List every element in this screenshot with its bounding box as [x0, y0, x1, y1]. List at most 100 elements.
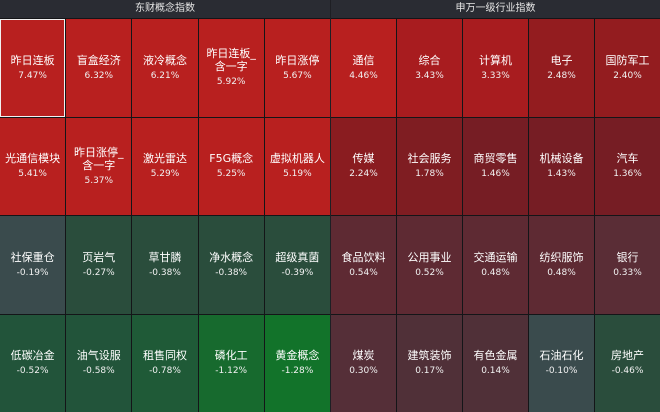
tile-name: 页岩气 [82, 250, 116, 264]
industry-index-panel: 申万一级行业指数 通信 4.46% 综合 3.43% 计算机 3.33% 电子 2.48% 国防… [331, 0, 660, 412]
tile-name: 传媒 [352, 152, 375, 166]
tile-name: 激光雷达 [142, 152, 187, 166]
heatmap-tile[interactable]: 机械设备 1.43% [529, 117, 594, 215]
tile-change-percent: 1.36% [613, 169, 642, 180]
tile-name: 计算机 [479, 53, 512, 67]
tile-change-percent: 5.19% [283, 169, 312, 180]
heatmap-tile[interactable]: 有色金属 0.14% [463, 314, 528, 412]
heatmap-tile[interactable]: 计算机 3.33% [463, 19, 528, 117]
tile-change-percent: 5.41% [18, 169, 47, 180]
heatmap-tile[interactable]: 盲盒经济 6.32% [66, 19, 132, 117]
tile-name: 综合 [418, 53, 441, 67]
heatmap-tile[interactable]: 页岩气 -0.27% [66, 216, 132, 314]
heatmap-tile[interactable]: 油气设服 -0.58% [66, 314, 132, 412]
heatmap-tile[interactable]: 昨日涨停_含一字 5.37% [66, 117, 132, 215]
tile-name: 食品饮料 [341, 250, 386, 264]
tile-change-percent: -0.27% [82, 267, 115, 278]
tile-name: 盲盒经济 [76, 53, 121, 67]
heatmap-tile[interactable]: 社会服务 1.78% [397, 117, 462, 215]
tile-name: 草甘膦 [148, 250, 182, 264]
heatmap-tile[interactable]: 国防军工 2.40% [595, 19, 660, 117]
heatmap-tile[interactable]: 低碳冶金 -0.52% [0, 314, 66, 412]
tile-change-percent: 0.33% [613, 267, 642, 278]
heatmap-tile[interactable]: 综合 3.43% [397, 19, 462, 117]
heatmap-tile[interactable]: 液冷概念 6.21% [132, 19, 198, 117]
heatmap-tile[interactable]: 昨日连板 7.47% [0, 19, 66, 117]
tile-name: 液冷概念 [142, 53, 187, 67]
heatmap-tile[interactable]: 房地产 -0.46% [595, 314, 660, 412]
tile-name: 国防军工 [605, 53, 650, 67]
tile-change-percent: 0.48% [481, 267, 510, 278]
heatmap-tile[interactable]: 纺织服饰 0.48% [529, 216, 594, 314]
heatmap-tile[interactable]: 激光雷达 5.29% [132, 117, 198, 215]
heatmap-tile[interactable]: 食品饮料 0.54% [331, 216, 396, 314]
tile-name: 煤炭 [352, 349, 375, 363]
tile-name: 光通信模块 [5, 152, 61, 166]
tile-name: 商贸零售 [473, 152, 518, 166]
heatmap-tile[interactable]: 租售同权 -0.78% [132, 314, 198, 412]
heatmap-tile[interactable]: 净水概念 -0.38% [198, 216, 264, 314]
heatmap-tile[interactable]: 电子 2.48% [529, 19, 594, 117]
tile-change-percent: 2.48% [547, 70, 576, 81]
tile-name: 昨日连板_含一字 [206, 47, 256, 74]
tile-change-percent: -0.19% [16, 267, 49, 278]
tile-change-percent: -0.38% [149, 267, 181, 278]
heatmap-tile[interactable]: 汽车 1.36% [595, 117, 660, 215]
tile-name: 黄金概念 [275, 349, 320, 363]
tile-name: 低碳冶金 [10, 349, 55, 363]
panel-title: 申万一级行业指数 [331, 0, 660, 19]
heatmap-tile[interactable]: 磷化工 -1.12% [198, 314, 264, 412]
tile-name: 昨日涨停 [275, 53, 320, 67]
heatmap-tile[interactable]: 黄金概念 -1.28% [264, 314, 330, 412]
tile-name: 磷化工 [214, 349, 248, 363]
tile-name: 油气设服 [76, 349, 121, 363]
tile-change-percent: -1.12% [215, 366, 248, 377]
panel-title: 东财概念指数 [0, 0, 330, 19]
heatmap-tile[interactable]: 商贸零售 1.46% [463, 117, 528, 215]
tile-change-percent: -0.52% [16, 366, 49, 377]
tile-change-percent: 0.14% [481, 366, 510, 377]
tile-name: 机械设备 [539, 152, 584, 166]
heatmap-tile[interactable]: 石油石化 -0.10% [529, 314, 594, 412]
tile-name: 房地产 [611, 349, 644, 363]
tile-change-percent: 0.17% [415, 366, 444, 377]
tile-change-percent: 4.46% [349, 70, 378, 81]
tile-change-percent: 3.43% [415, 70, 444, 81]
heatmap-tile[interactable]: 通信 4.46% [331, 19, 396, 117]
tile-name: 虚拟机器人 [269, 152, 325, 166]
heatmap-tile[interactable]: 昨日涨停 5.67% [264, 19, 330, 117]
heatmap-tile[interactable]: 公用事业 0.52% [397, 216, 462, 314]
tile-change-percent: 5.67% [283, 70, 312, 81]
tile-change-percent: -0.39% [281, 267, 314, 278]
tile-change-percent: 5.29% [150, 169, 180, 180]
tile-change-percent: 0.30% [349, 366, 378, 377]
tile-name: 纺织服饰 [539, 250, 584, 264]
concept-index-panel: 东财概念指数 昨日连板 7.47% 盲盒经济 6.32% 液冷概念 6.21% 昨日连板_含… [0, 0, 330, 412]
heatmap-tile[interactable]: 虚拟机器人 5.19% [264, 117, 330, 215]
heatmap-tile[interactable]: 社保重仓 -0.19% [0, 216, 66, 314]
heatmap-tile[interactable]: 光通信模块 5.41% [0, 117, 66, 215]
tile-change-percent: 2.24% [349, 169, 378, 180]
heatmap-tile[interactable]: 传媒 2.24% [331, 117, 396, 215]
tile-name: 交通运输 [473, 250, 518, 264]
tile-change-percent: 6.32% [84, 70, 114, 81]
tile-name: 石油石化 [539, 349, 584, 363]
tile-change-percent: -0.58% [82, 366, 115, 377]
tile-name: 社会服务 [407, 152, 452, 166]
tile-change-percent: 5.92% [216, 77, 246, 88]
heatmap-tile[interactable]: F5G概念 5.25% [198, 117, 264, 215]
industry-index-grid: 通信 4.46% 综合 3.43% 计算机 3.33% 电子 2.48% 国防军工 2.40% 传媒… [331, 19, 660, 412]
heatmap-tile[interactable]: 银行 0.33% [595, 216, 660, 314]
tile-change-percent: -0.78% [149, 366, 181, 377]
heatmap-tile[interactable]: 昨日连板_含一字 5.92% [198, 19, 264, 117]
heatmap-tile[interactable]: 超级真菌 -0.39% [264, 216, 330, 314]
heatmap-tile[interactable]: 交通运输 0.48% [463, 216, 528, 314]
heatmap-tile[interactable]: 煤炭 0.30% [331, 314, 396, 412]
heatmap-tile[interactable]: 草甘膦 -0.38% [132, 216, 198, 314]
heatmap-tile[interactable]: 建筑装饰 0.17% [397, 314, 462, 412]
tile-name: 通信 [352, 53, 375, 67]
tile-change-percent: 0.48% [547, 267, 576, 278]
tile-name: 昨日连板 [10, 53, 55, 67]
tile-change-percent: 0.52% [415, 267, 444, 278]
concept-index-grid: 昨日连板 7.47% 盲盒经济 6.32% 液冷概念 6.21% 昨日连板_含一字 5.92%… [0, 19, 330, 412]
